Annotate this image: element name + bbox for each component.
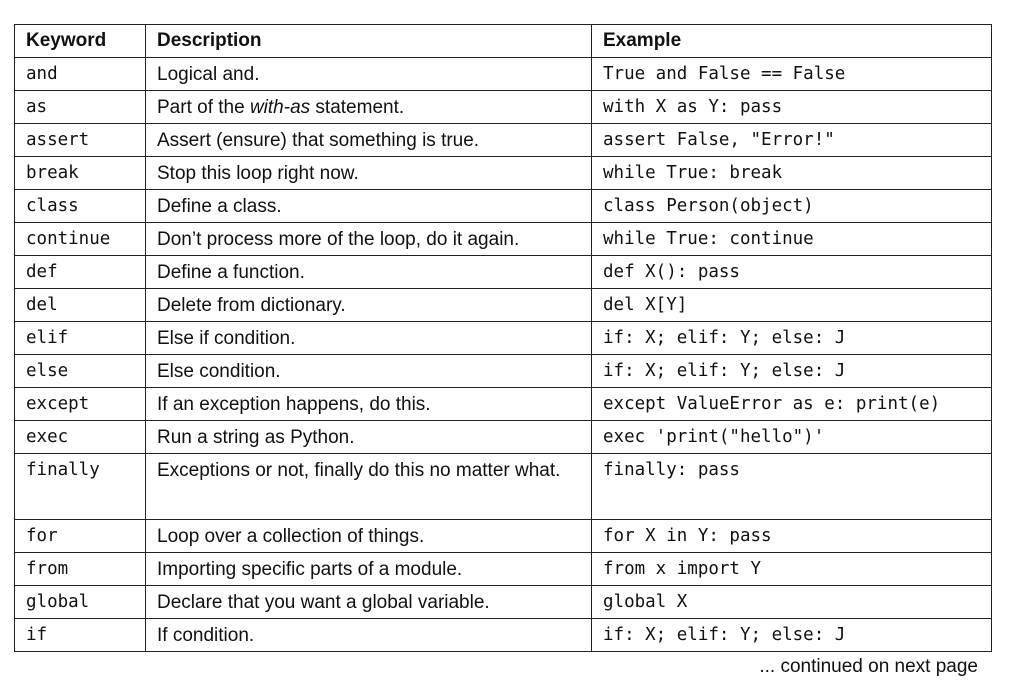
table-row: assert Assert (ensure) that something is… <box>14 123 992 157</box>
keyword-cell: finally <box>14 453 146 520</box>
column-header-example: Example <box>591 24 992 58</box>
description-cell: Loop over a collection of things. <box>145 519 592 553</box>
description-cell: Exceptions or not, finally do this no ma… <box>145 453 592 520</box>
keyword-cell: global <box>14 585 146 619</box>
keyword-cell: from <box>14 552 146 586</box>
keyword-cell: except <box>14 387 146 421</box>
table-row: as Part of the with-as statement. with X… <box>14 90 992 124</box>
table-row: del Delete from dictionary. del X[Y] <box>14 288 992 322</box>
example-cell: def X(): pass <box>591 255 992 289</box>
description-cell: Delete from dictionary. <box>145 288 592 322</box>
example-cell: with X as Y: pass <box>591 90 992 124</box>
keyword-cell: del <box>14 288 146 322</box>
keyword-cell: elif <box>14 321 146 355</box>
example-cell: while True: break <box>591 156 992 190</box>
description-cell: Don’t process more of the loop, do it ag… <box>145 222 592 256</box>
keyword-cell: break <box>14 156 146 190</box>
keyword-cell: and <box>14 57 146 91</box>
description-text: Part of the <box>157 96 250 118</box>
table-row: finally Exceptions or not, finally do th… <box>14 453 992 520</box>
table-header-row: Keyword Description Example <box>14 24 992 58</box>
table-row: class Define a class. class Person(objec… <box>14 189 992 223</box>
column-header-keyword: Keyword <box>14 24 146 58</box>
description-cell: Stop this loop right now. <box>145 156 592 190</box>
example-cell: from x import Y <box>591 552 992 586</box>
description-cell: Else if condition. <box>145 321 592 355</box>
continued-note: ... continued on next page <box>759 656 978 677</box>
example-cell: for X in Y: pass <box>591 519 992 553</box>
description-cell: Assert (ensure) that something is true. <box>145 123 592 157</box>
description-cell: Define a function. <box>145 255 592 289</box>
description-emphasis: with-as <box>249 96 311 118</box>
example-cell: exec 'print("hello")' <box>591 420 992 454</box>
column-header-description: Description <box>145 24 592 58</box>
description-cell: If condition. <box>145 618 592 652</box>
description-cell: Part of the with-as statement. <box>145 90 592 124</box>
example-cell: global X <box>591 585 992 619</box>
example-cell: while True: continue <box>591 222 992 256</box>
keyword-cell: class <box>14 189 146 223</box>
table-row: elif Else if condition. if: X; elif: Y; … <box>14 321 992 355</box>
table-row: break Stop this loop right now. while Tr… <box>14 156 992 190</box>
table-row: else Else condition. if: X; elif: Y; els… <box>14 354 992 388</box>
example-cell: except ValueError as e: print(e) <box>591 387 992 421</box>
example-cell: class Person(object) <box>591 189 992 223</box>
table-row: and Logical and. True and False == False <box>14 57 992 91</box>
description-cell: Define a class. <box>145 189 592 223</box>
keyword-cell: if <box>14 618 146 652</box>
example-cell: True and False == False <box>591 57 992 91</box>
keyword-cell: for <box>14 519 146 553</box>
table-row: for Loop over a collection of things. fo… <box>14 519 992 553</box>
example-cell: if: X; elif: Y; else: J <box>591 321 992 355</box>
description-cell: Else condition. <box>145 354 592 388</box>
description-cell: Run a string as Python. <box>145 420 592 454</box>
description-cell: Declare that you want a global variable. <box>145 585 592 619</box>
table-row: except If an exception happens, do this.… <box>14 387 992 421</box>
example-cell: if: X; elif: Y; else: J <box>591 354 992 388</box>
example-cell: assert False, "Error!" <box>591 123 992 157</box>
keyword-cell: exec <box>14 420 146 454</box>
description-text: statement. <box>310 96 405 118</box>
keyword-cell: def <box>14 255 146 289</box>
keyword-cell: else <box>14 354 146 388</box>
keyword-cell: assert <box>14 123 146 157</box>
table-row: def Define a function. def X(): pass <box>14 255 992 289</box>
keyword-cell: continue <box>14 222 146 256</box>
table-row: continue Don’t process more of the loop,… <box>14 222 992 256</box>
example-cell: finally: pass <box>591 453 992 520</box>
description-cell: Logical and. <box>145 57 592 91</box>
example-cell: del X[Y] <box>591 288 992 322</box>
example-cell: if: X; elif: Y; else: J <box>591 618 992 652</box>
keyword-cell: as <box>14 90 146 124</box>
table-row: from Importing specific parts of a modul… <box>14 552 992 586</box>
keyword-table: Keyword Description Example and Logical … <box>14 24 992 652</box>
table-row: exec Run a string as Python. exec 'print… <box>14 420 992 454</box>
description-cell: If an exception happens, do this. <box>145 387 592 421</box>
description-cell: Importing specific parts of a module. <box>145 552 592 586</box>
table-row: if If condition. if: X; elif: Y; else: J <box>14 618 992 652</box>
table-row: global Declare that you want a global va… <box>14 585 992 619</box>
